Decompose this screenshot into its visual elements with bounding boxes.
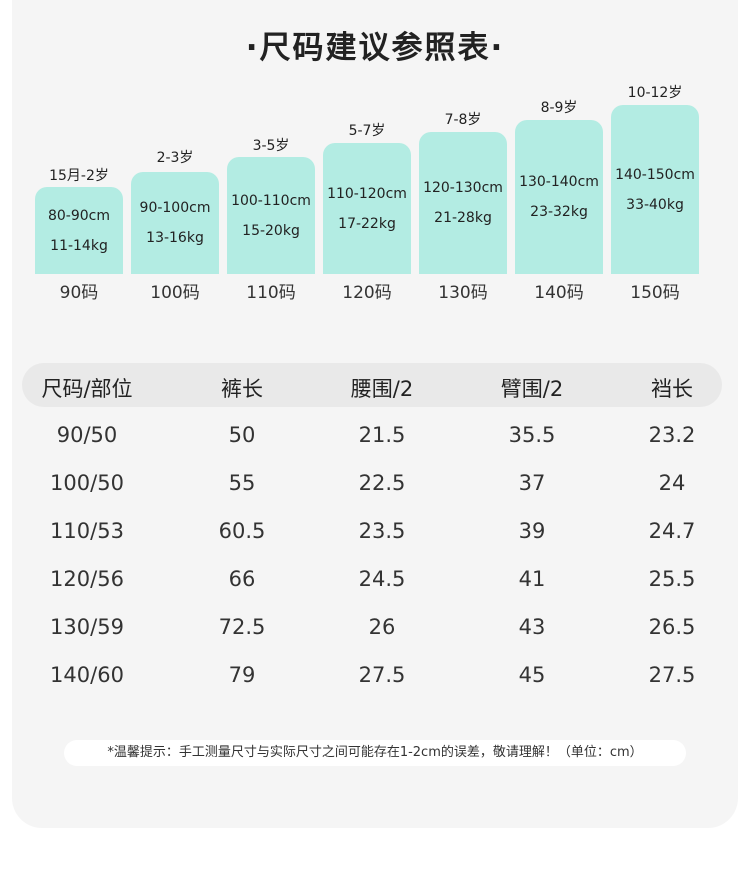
table-cell: 140/60 xyxy=(50,663,124,687)
size-label: 140码 xyxy=(534,283,584,303)
size-box: 130-140cm 23-32kg xyxy=(515,120,603,274)
size-box: 120-130cm 21-28kg xyxy=(419,132,507,274)
size-column-140: 8-9岁 130-140cm 23-32kg 140码 xyxy=(515,0,603,303)
table-cell: 100/50 xyxy=(50,471,124,495)
size-column-130: 7-8岁 120-130cm 21-28kg 130码 xyxy=(419,0,507,303)
size-label: 150码 xyxy=(630,283,680,303)
table-cell: 35.5 xyxy=(508,423,556,447)
weight-range: 21-28kg xyxy=(434,210,492,226)
weight-range: 17-22kg xyxy=(338,215,396,232)
height-range: 90-100cm xyxy=(139,200,211,216)
table-cell: 26.5 xyxy=(648,615,696,639)
table-cell: 90/50 xyxy=(56,423,118,447)
table-cell: 43 xyxy=(518,615,546,639)
height-range: 140-150cm xyxy=(615,166,695,183)
size-box: 80-90cm 11-14kg xyxy=(35,187,123,274)
weight-range: 23-32kg xyxy=(530,204,588,220)
height-range: 80-90cm xyxy=(47,207,110,224)
table-cell: 45 xyxy=(518,663,546,687)
size-box: 100-110cm 15-20kg xyxy=(227,157,315,274)
table-cell: 22.5 xyxy=(358,471,406,495)
weight-range: 13-16kg xyxy=(146,230,204,246)
size-label: 110码 xyxy=(246,283,296,303)
height-range: 120-130cm xyxy=(423,180,503,196)
table-cell: 26 xyxy=(368,615,396,639)
height-range: 110-120cm xyxy=(327,185,407,202)
table-cell: 25.5 xyxy=(648,567,696,591)
size-column-110: 3-5岁 100-110cm 15-20kg 110码 xyxy=(227,0,315,303)
weight-range: 15-20kg xyxy=(242,222,300,239)
table-cell: 72.5 xyxy=(218,615,266,639)
table-cell: 24 xyxy=(658,471,686,495)
table-cell: 41 xyxy=(518,567,546,591)
table-cell: 55 xyxy=(228,471,256,495)
size-box: 140-150cm 33-40kg xyxy=(611,105,699,274)
table-cell: 27.5 xyxy=(648,663,696,687)
table-cell: 21.5 xyxy=(358,423,406,447)
table-cell: 50 xyxy=(228,423,256,447)
size-label: 120码 xyxy=(342,283,392,303)
weight-range: 11-14kg xyxy=(50,237,108,254)
table-cell: 23.5 xyxy=(358,519,406,543)
table-header-crotch: 裆长 xyxy=(651,377,693,401)
table-cell: 24.5 xyxy=(358,567,406,591)
table-cell: 66 xyxy=(228,567,256,591)
age-label: 15月-2岁 xyxy=(49,168,109,184)
age-label: 8-9岁 xyxy=(540,100,578,116)
table-header-arm: 臂围/2 xyxy=(500,377,564,401)
size-column-150: 10-12岁 140-150cm 33-40kg 150码 xyxy=(611,0,699,303)
weight-range: 33-40kg xyxy=(626,196,684,213)
age-label: 2-3岁 xyxy=(156,150,194,166)
size-label: 130码 xyxy=(438,283,488,303)
measurement-note: *温馨提示：手工测量尺寸与实际尺寸之间可能存在1-2cm的误差，敬请理解！（单位… xyxy=(64,740,686,766)
table-cell: 130/59 xyxy=(50,615,124,639)
size-label: 100码 xyxy=(150,283,200,303)
height-range: 130-140cm xyxy=(519,174,599,190)
age-label: 7-8岁 xyxy=(444,112,482,128)
table-cell: 120/56 xyxy=(50,567,124,591)
size-column-100: 2-3岁 90-100cm 13-16kg 100码 xyxy=(131,0,219,303)
table-header-pants-length: 裤长 xyxy=(221,377,263,401)
table-cell: 23.2 xyxy=(648,423,696,447)
age-label: 3-5岁 xyxy=(252,138,290,154)
table-cell: 24.7 xyxy=(648,519,696,543)
table-cell: 60.5 xyxy=(218,519,266,543)
size-box: 110-120cm 17-22kg xyxy=(323,143,411,274)
table-header-waist: 腰围/2 xyxy=(350,377,414,401)
table-cell: 110/53 xyxy=(50,519,124,543)
age-label: 5-7岁 xyxy=(348,123,386,139)
height-range: 100-110cm xyxy=(231,192,311,209)
table-cell: 39 xyxy=(518,519,546,543)
size-box: 90-100cm 13-16kg xyxy=(131,172,219,274)
age-label: 10-12岁 xyxy=(627,85,683,101)
size-label: 90码 xyxy=(59,283,99,303)
table-header-bar xyxy=(22,363,722,407)
page-title: ·尺码建议参照表· xyxy=(245,30,505,66)
table-header-size: 尺码/部位 xyxy=(41,377,133,401)
table-cell: 27.5 xyxy=(358,663,406,687)
size-column-120: 5-7岁 110-120cm 17-22kg 120码 xyxy=(323,0,411,303)
table-cell: 37 xyxy=(518,471,546,495)
table-cell: 79 xyxy=(228,663,256,687)
size-column-90: 15月-2岁 80-90cm 11-14kg 90码 xyxy=(35,0,123,303)
